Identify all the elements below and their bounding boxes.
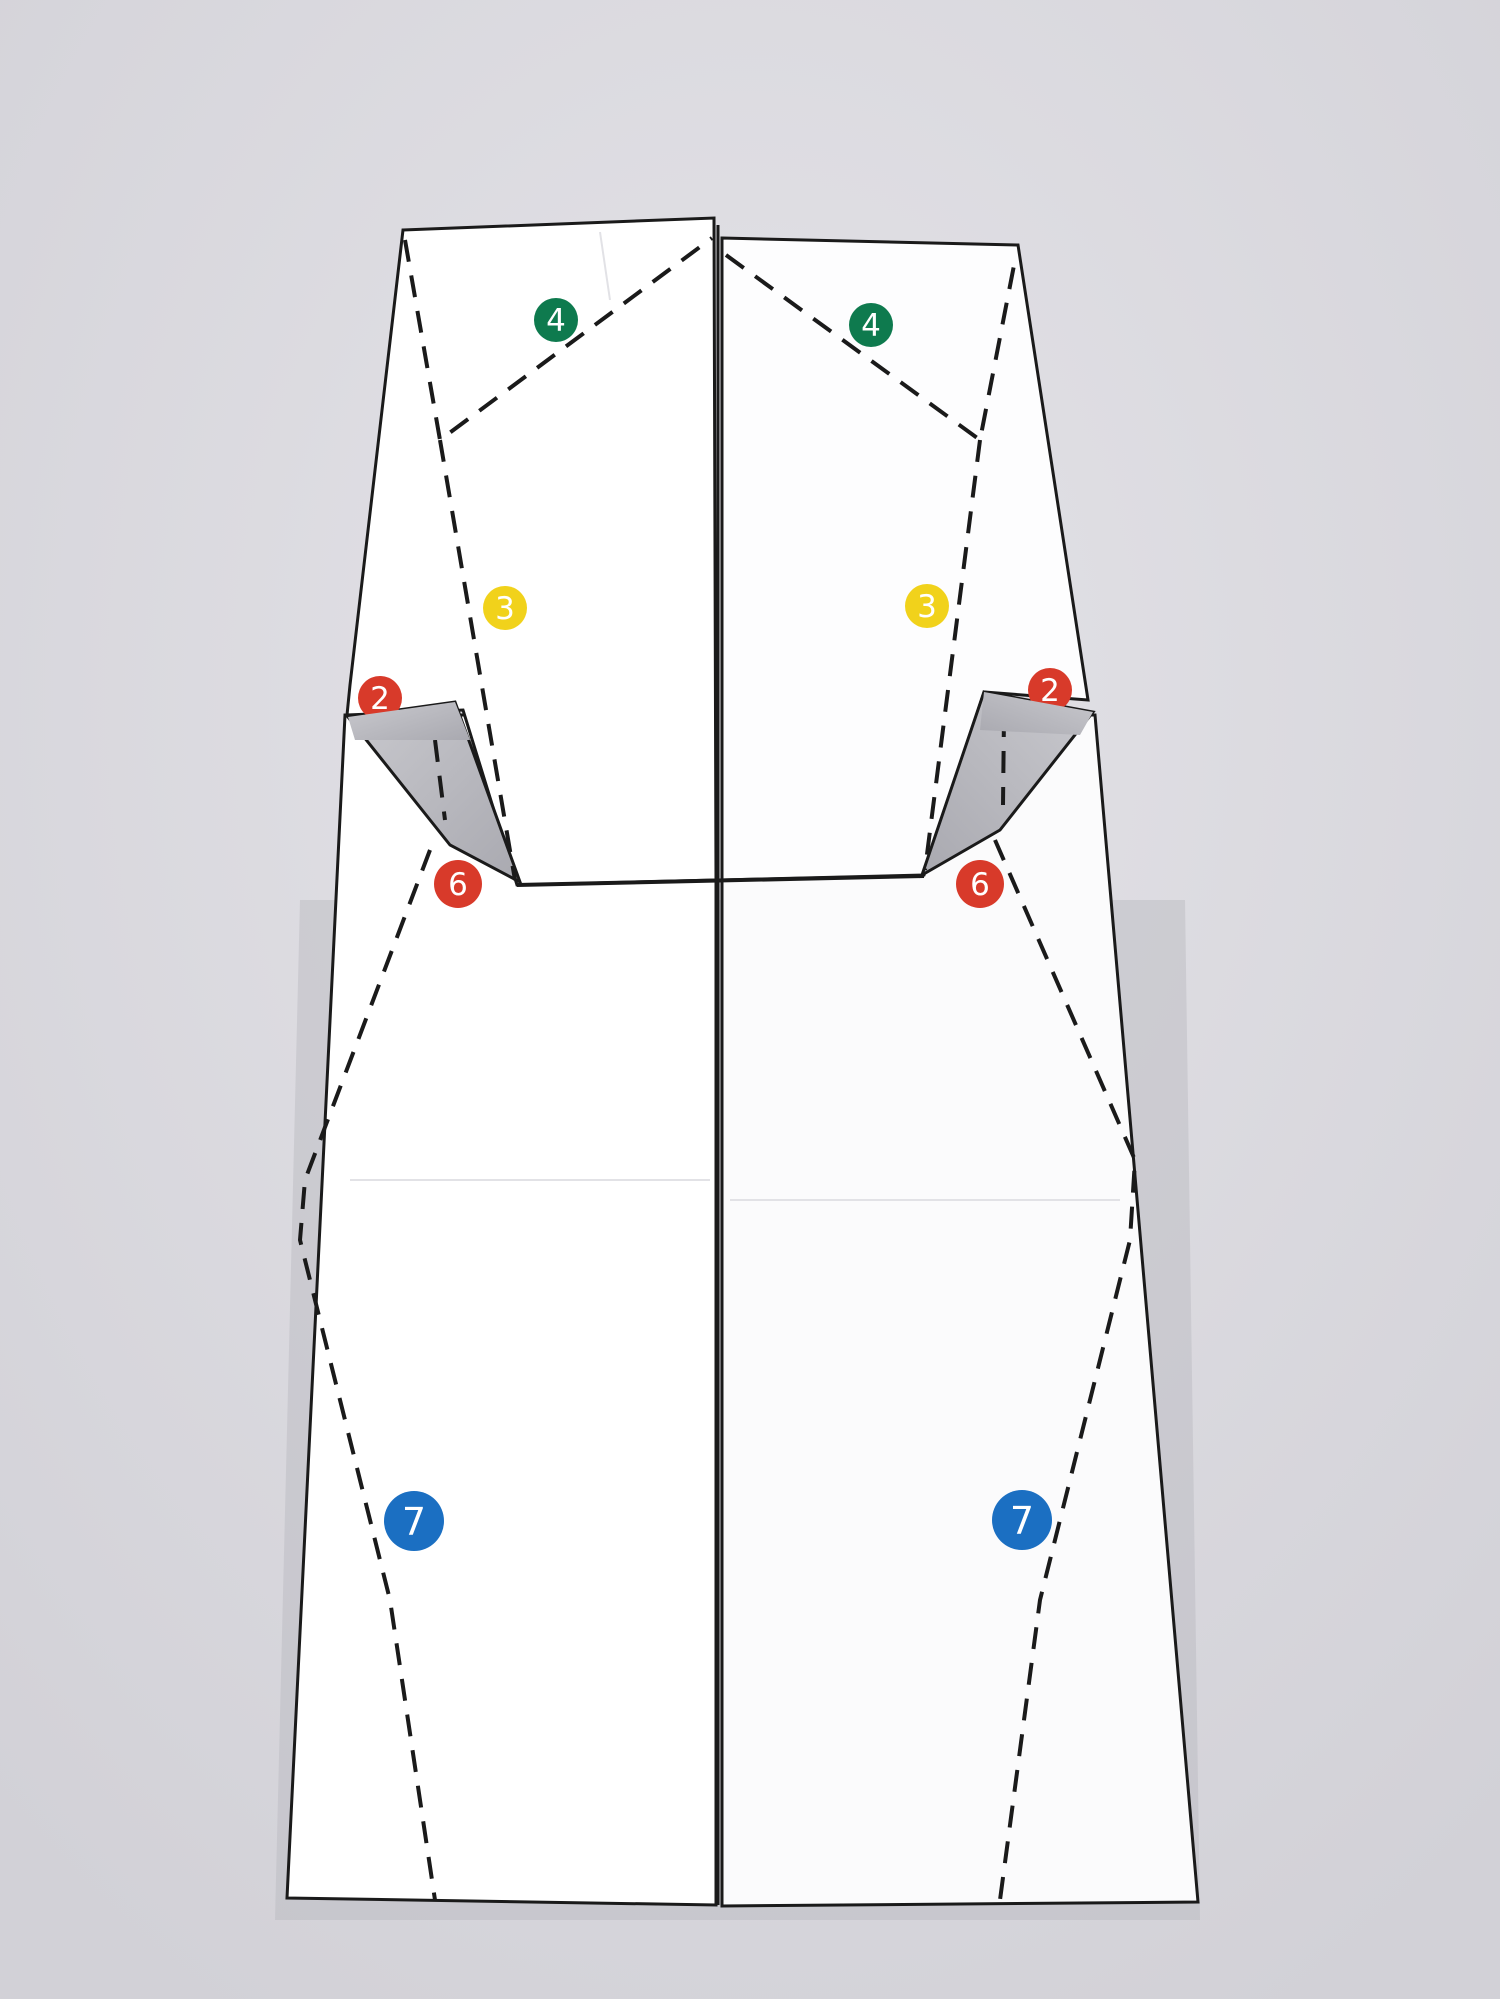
marker-2-right-dot [1028, 668, 1072, 712]
markers: 4 4 3 3 2 2 6 6 [348, 298, 1093, 1551]
marker-2-left-label: 2 [370, 681, 390, 717]
fold-lines [297, 236, 1138, 1901]
paper-creases [350, 231, 1120, 1201]
marker-3-left: 3 [483, 586, 527, 630]
fold-line-3-right [923, 439, 982, 871]
fold-line-6-7-right [993, 839, 1138, 1901]
marker-4-left-dot [534, 298, 578, 342]
marker-6-left: 6 [434, 860, 482, 908]
marker-6-right-label: 6 [970, 867, 990, 903]
marker-2-left: 2 [358, 676, 402, 720]
marker-3-right: 3 [905, 584, 949, 628]
left-flap-overlap [348, 702, 470, 740]
marker-7-left-dot [384, 1491, 444, 1551]
marker-3-right-label: 3 [917, 589, 937, 625]
waist-edge [516, 874, 925, 887]
marker-2-right-label: 2 [1040, 673, 1060, 709]
fold-line-6-7-left [297, 849, 437, 1901]
marker-7-right-dot [992, 1490, 1052, 1550]
marker-7-right-label: 7 [1010, 1499, 1034, 1543]
marker-7-right: 7 [992, 1490, 1052, 1550]
marker-4-left-label: 4 [546, 303, 566, 339]
marker-7-left: 7 [384, 1491, 444, 1551]
right-flap-overlap [980, 692, 1093, 735]
fold-line-3-left [438, 439, 517, 881]
fold-line-4-right [724, 253, 1018, 444]
marker-3-left-label: 3 [495, 591, 515, 627]
lower-left-panel [285, 713, 718, 1907]
marker-4-left: 4 [534, 298, 578, 342]
marker-2-left-dot [358, 676, 402, 720]
marker-3-right-dot [905, 584, 949, 628]
marker-7-left-label: 7 [402, 1500, 426, 1544]
marker-6-right: 6 [956, 860, 1004, 908]
marker-4-right-label: 4 [861, 308, 881, 344]
marker-4-right: 4 [849, 303, 893, 347]
marker-6-right-dot [956, 860, 1004, 908]
marker-6-left-label: 6 [448, 867, 468, 903]
marker-3-left-dot [483, 586, 527, 630]
marker-6-left-dot [434, 860, 482, 908]
fold-line-flap-left [433, 739, 447, 821]
marker-2-right: 2 [1028, 668, 1072, 712]
marker-4-right-dot [849, 303, 893, 347]
